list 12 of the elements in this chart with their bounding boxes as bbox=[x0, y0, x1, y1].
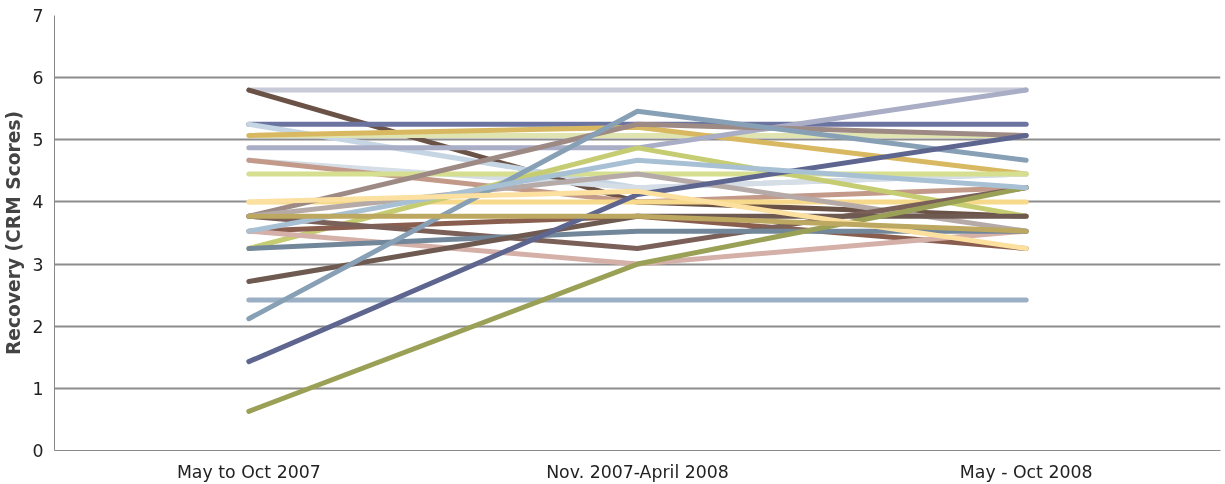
y-tick-label: 0 bbox=[32, 441, 44, 461]
y-tick-label: 5 bbox=[32, 130, 44, 151]
y-tick-label: 6 bbox=[32, 68, 44, 89]
y-tick-label: 2 bbox=[32, 316, 44, 337]
y-tick-label: 4 bbox=[32, 192, 44, 213]
x-tick-label: May - Oct 2008 bbox=[959, 461, 1093, 482]
y-tick-label: 7 bbox=[32, 6, 44, 26]
x-tick-label: May to Oct 2007 bbox=[176, 461, 321, 482]
y-tick-label: 3 bbox=[32, 254, 44, 275]
x-tick-label: Nov. 2007-April 2008 bbox=[546, 461, 729, 482]
y-axis-title: Recovery (CRM Scores) bbox=[3, 110, 25, 355]
y-tick-label: 1 bbox=[32, 378, 44, 399]
